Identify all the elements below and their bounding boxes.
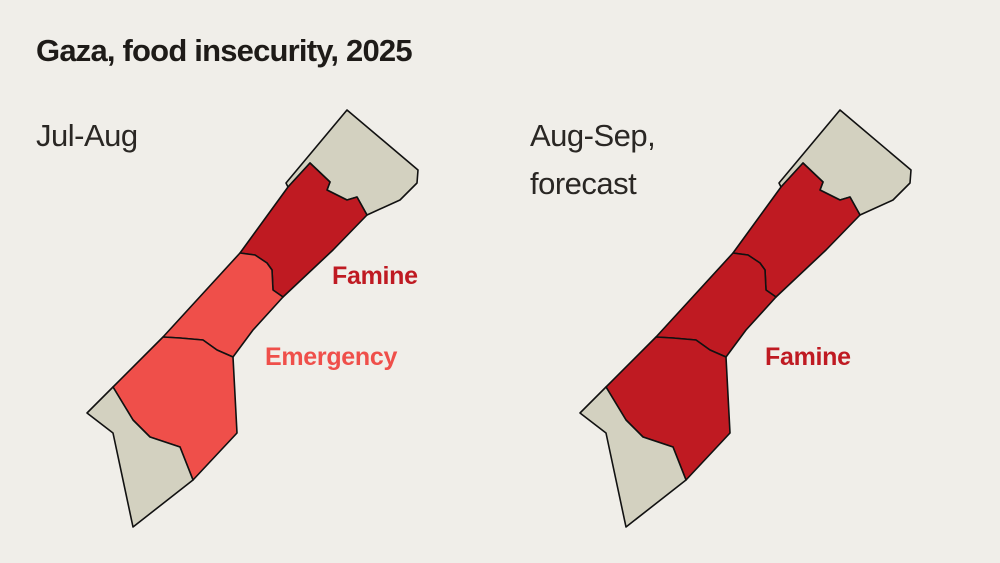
right-map-period-line2: forecast (530, 166, 637, 201)
region-rafah (86, 386, 194, 528)
chart-title: Gaza, food insecurity, 2025 (36, 33, 413, 68)
left-map-period: Jul-Aug (36, 118, 138, 153)
region-rafah (579, 386, 687, 528)
left-map (86, 109, 419, 528)
left-label-emergency: Emergency (265, 343, 398, 371)
right-map-period: Aug-Sep, forecast (530, 112, 656, 208)
right-label-famine: Famine (765, 343, 851, 371)
left-label-famine: Famine (332, 262, 418, 290)
right-map-period-line1: Aug-Sep, (530, 118, 656, 153)
right-map (579, 109, 912, 528)
